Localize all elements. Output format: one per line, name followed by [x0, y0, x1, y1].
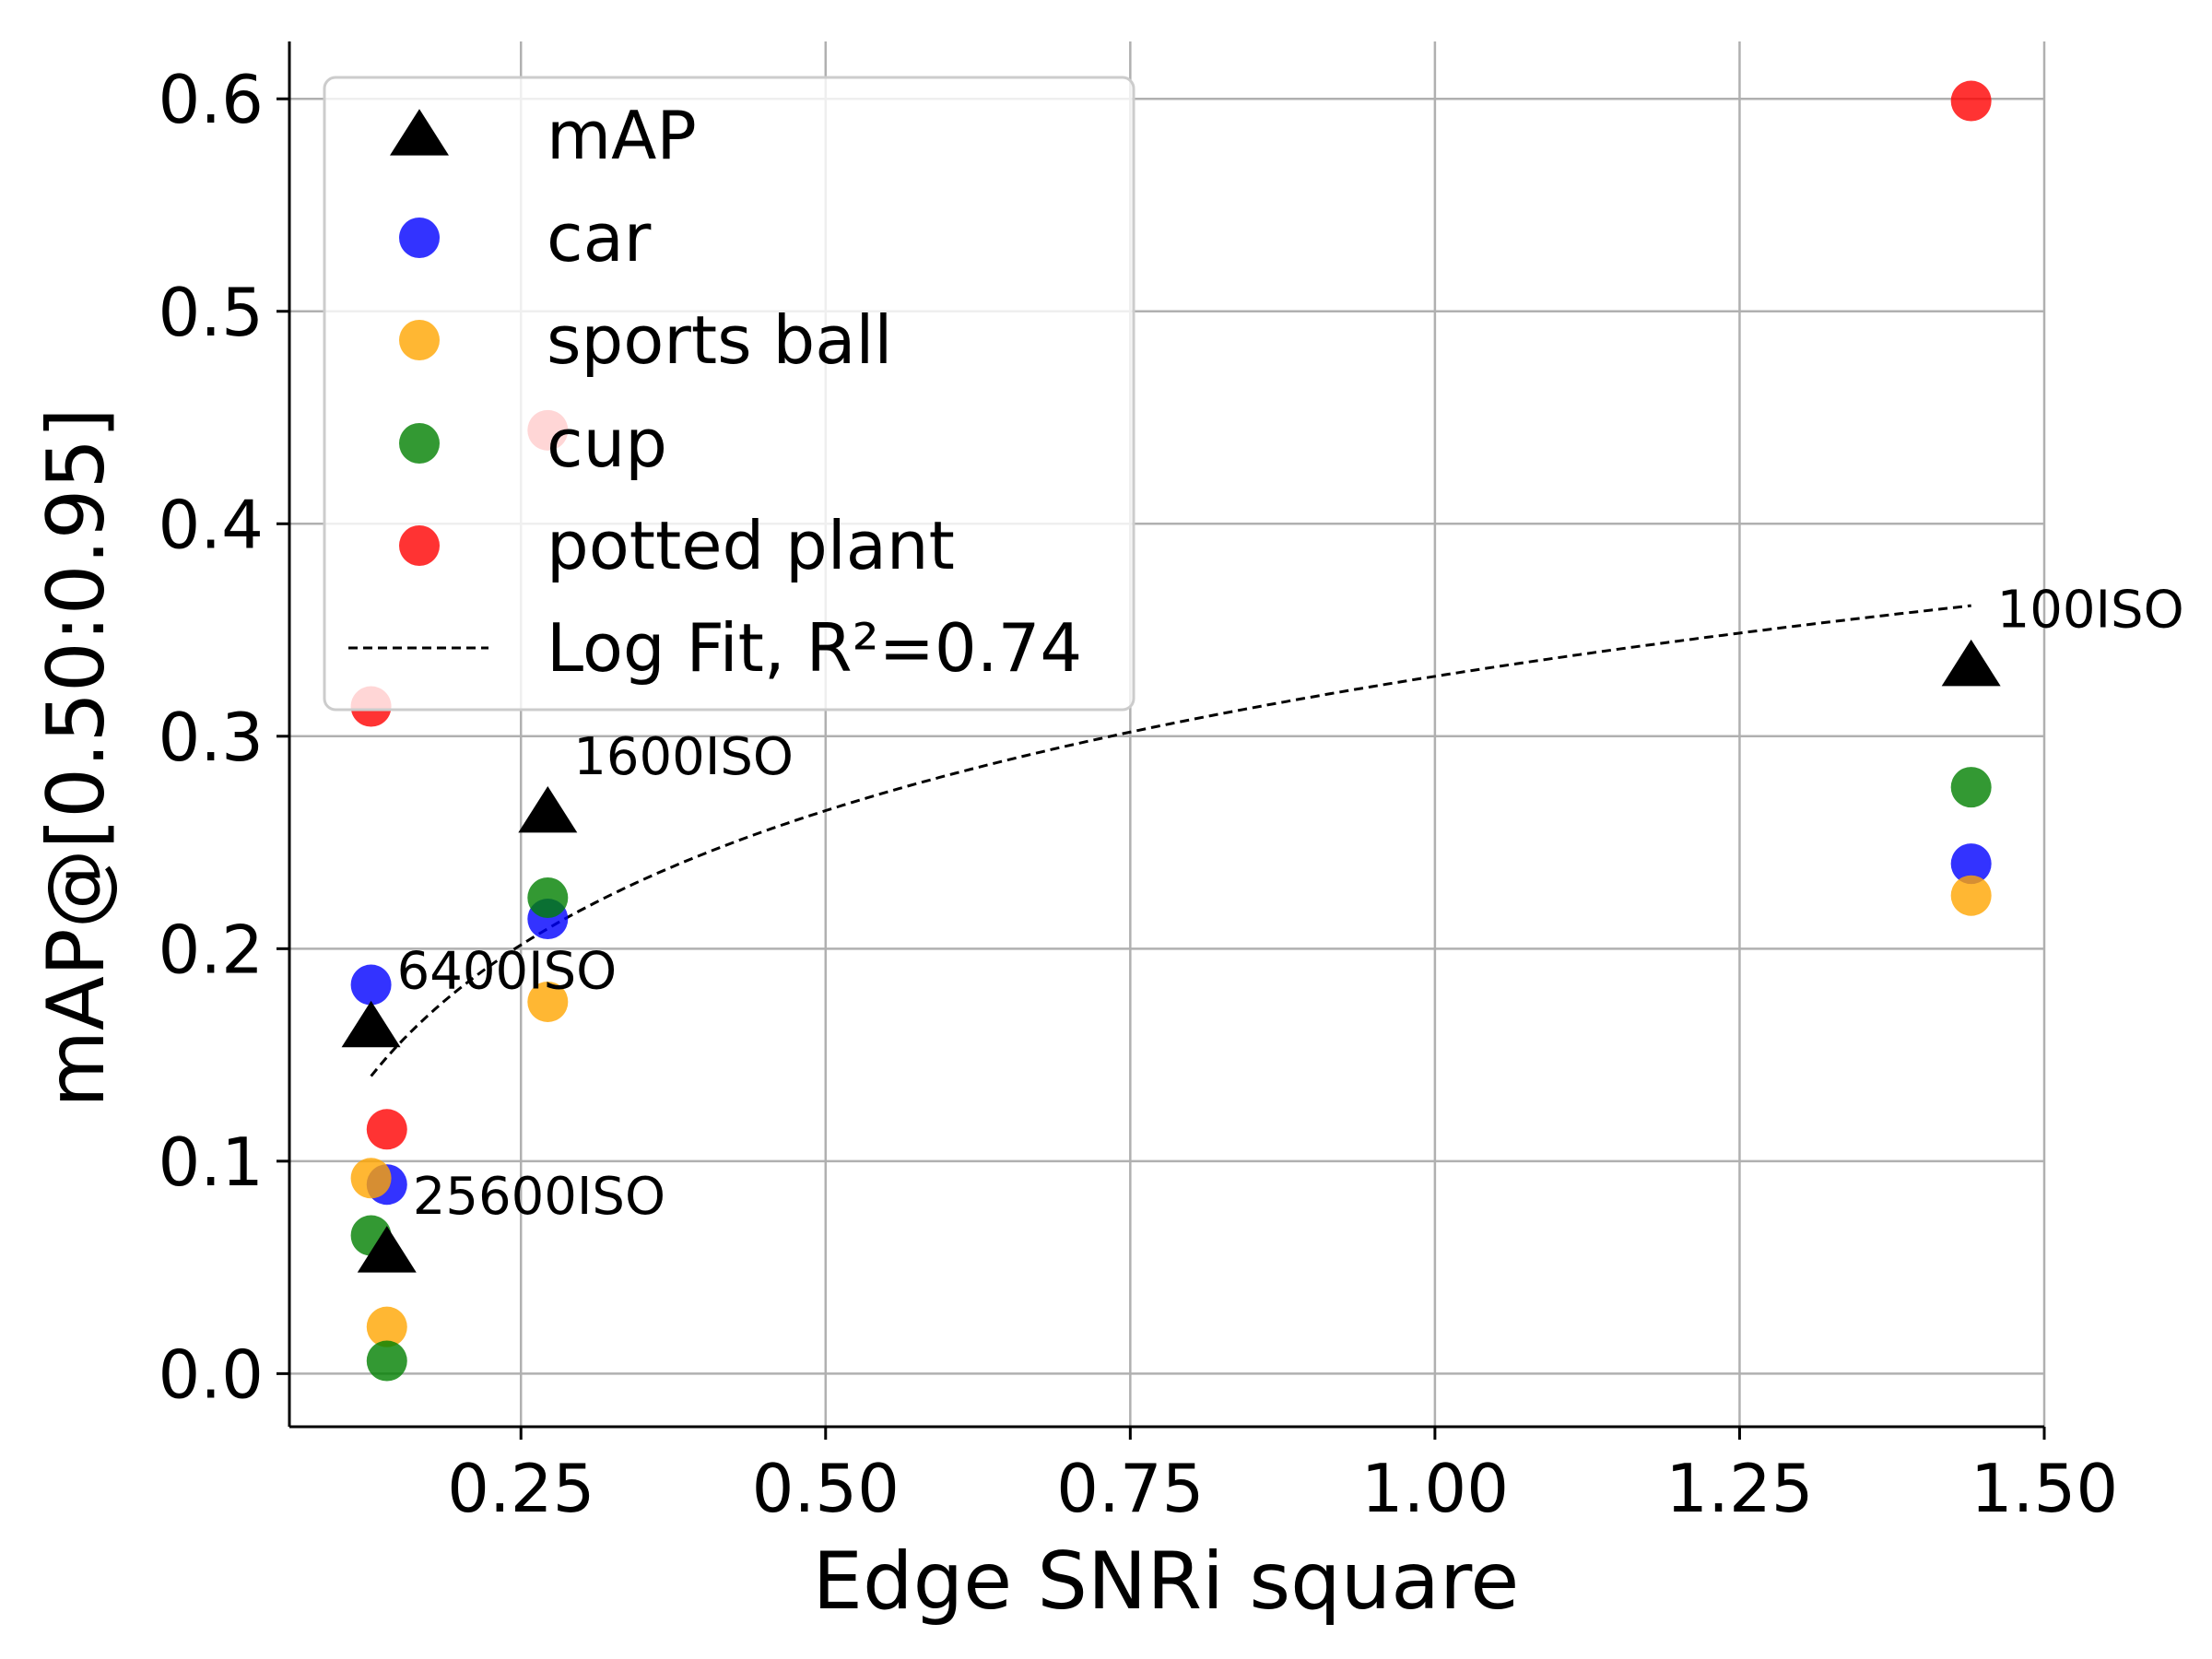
log-fit-line — [370, 604, 1971, 1077]
x-tick-label: 1.50 — [1971, 1450, 2118, 1527]
legend-sports-ball-label: sports ball — [547, 301, 892, 379]
legend: mAP car sports ball cup potted plant Log Fit,… — [323, 76, 1135, 712]
y-tick-label: 0.6 — [158, 61, 264, 138]
sports-ball-point — [1950, 875, 1992, 916]
legend-cup-label: cup — [547, 405, 667, 482]
x-tick-label: 0.75 — [1056, 1450, 1204, 1527]
y-axis-title: mAP@[0.50:0.95] — [30, 407, 123, 1108]
axes — [276, 41, 2046, 1440]
legend-potted-plant-marker — [399, 525, 440, 566]
cup-point — [366, 1340, 407, 1382]
potted-plant-point — [366, 1109, 407, 1150]
legend-car-label: car — [547, 199, 652, 276]
sports-ball-point — [350, 1158, 392, 1199]
x-tick-label: 1.25 — [1665, 1450, 1813, 1527]
x-tick-label: 0.25 — [447, 1450, 594, 1527]
x-axis-title: Edge SNRi square — [813, 1535, 1520, 1628]
annotation-label: 25600ISO — [413, 1167, 665, 1227]
tick-labels: 0.25 0.50 0.75 1.00 1.25 1.50 0.0 0.1 0.2 0.3 0.4 0… — [158, 61, 2118, 1527]
cup-point — [1950, 767, 1992, 808]
annotation-label: 1600ISO — [573, 727, 794, 787]
legend-sports-ball-marker — [399, 320, 440, 360]
legend-car-marker — [399, 218, 440, 258]
potted-plant-point — [1950, 80, 1992, 122]
fit-layer — [370, 604, 1971, 1077]
x-tick-label: 1.00 — [1361, 1450, 1509, 1527]
annotations: 100ISO 1600ISO 6400ISO 25600ISO — [397, 581, 2184, 1227]
mAP-point — [341, 1000, 401, 1048]
legend-fit-label: Log Fit, R²=0.74 — [547, 609, 1082, 687]
legend-mAP-marker — [390, 109, 449, 156]
legend-box — [323, 76, 1135, 712]
y-tick-label: 0.2 — [158, 911, 264, 988]
y-tick-label: 0.5 — [158, 274, 264, 351]
sports-ball-point — [527, 981, 569, 1022]
mAP-point — [357, 1226, 417, 1273]
y-tick-label: 0.3 — [158, 699, 264, 776]
legend-cup-marker — [399, 423, 440, 464]
sports-ball-point — [366, 1306, 407, 1347]
mAP-point — [1941, 639, 2001, 687]
y-tick-label: 0.0 — [158, 1335, 264, 1413]
x-tick-label: 0.50 — [752, 1450, 900, 1527]
car-point — [1950, 843, 1992, 885]
mAP-point — [518, 785, 578, 833]
annotation-label: 100ISO — [1997, 581, 2184, 641]
y-tick-label: 0.4 — [158, 486, 264, 563]
legend-potted-plant-label: potted plant — [547, 507, 955, 584]
annotation-label: 6400ISO — [397, 942, 618, 1002]
car-point — [350, 964, 392, 1006]
legend-mAP-label: mAP — [547, 97, 697, 174]
y-tick-label: 0.1 — [158, 1124, 264, 1201]
cup-point — [527, 877, 569, 919]
